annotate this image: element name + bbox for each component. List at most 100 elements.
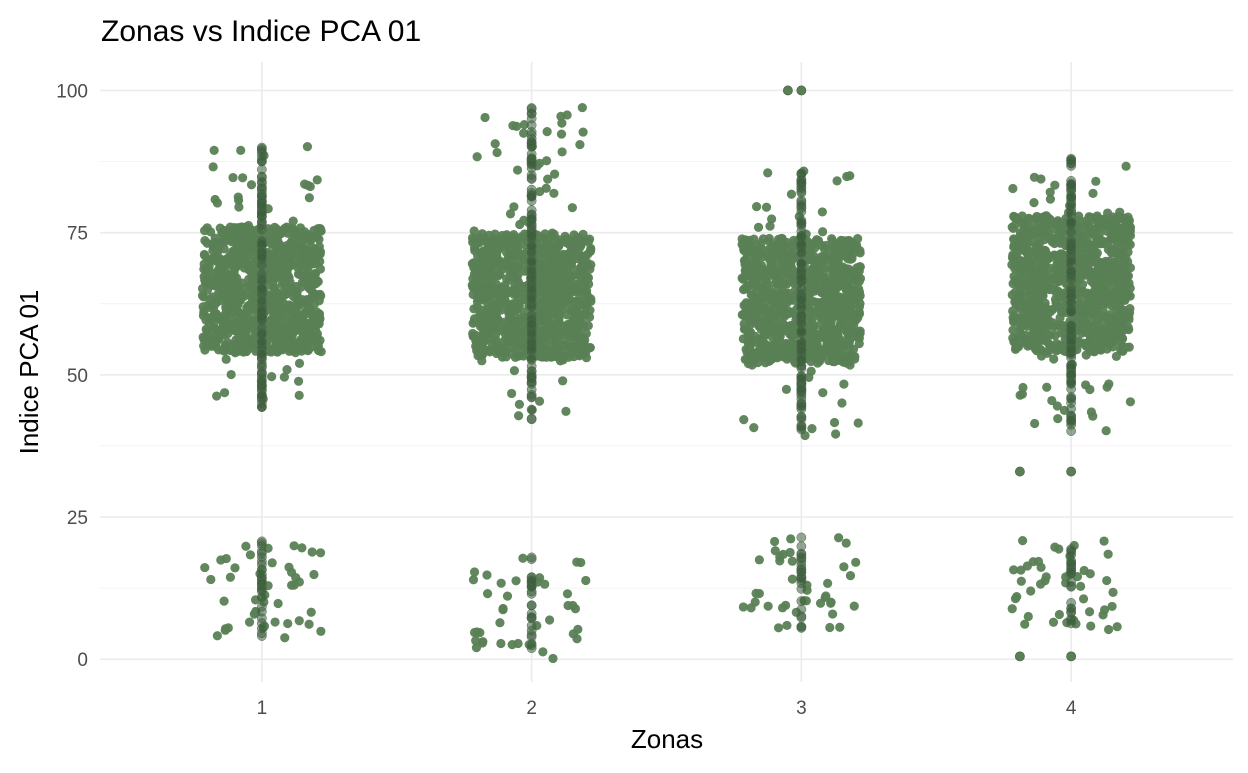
- center-point-zona-4: [1066, 353, 1076, 363]
- data-point-zona-4: [1078, 594, 1089, 604]
- data-point-zona-4: [1010, 212, 1021, 222]
- y-tick-label: 100: [56, 81, 88, 102]
- data-point-zona-2: [495, 618, 505, 628]
- data-point-zona-4: [1018, 536, 1028, 546]
- center-point-zona-3: [796, 564, 807, 574]
- data-point-zona-4: [1101, 218, 1111, 228]
- data-point-zona-1: [218, 318, 228, 328]
- data-point-zona-4: [1020, 619, 1030, 629]
- data-point-zona-3: [845, 171, 855, 181]
- data-point-zona-2: [469, 314, 480, 324]
- data-point-zona-1: [290, 348, 301, 358]
- data-point-zona-2: [507, 388, 517, 399]
- data-point-zona-2: [507, 640, 517, 650]
- data-point-zona-4: [1030, 327, 1041, 337]
- data-point-zona-4: [1088, 188, 1098, 198]
- data-point-zona-4: [1047, 237, 1057, 247]
- center-point-zona-3: [796, 295, 807, 305]
- center-point-zona-1: [257, 552, 267, 562]
- data-point-zona-3: [759, 324, 769, 334]
- data-point-zona-4: [1104, 379, 1114, 389]
- data-point-zona-2: [501, 345, 511, 356]
- center-point-zona-3: [796, 183, 807, 194]
- data-point-zona-2: [585, 305, 595, 315]
- data-point-zona-3: [836, 320, 846, 330]
- center-point-zona-1: [257, 252, 267, 262]
- data-point-zona-2: [519, 215, 529, 225]
- data-point-zona-1: [229, 346, 239, 356]
- data-point-zona-3: [854, 276, 864, 286]
- data-point-zona-2: [510, 243, 520, 253]
- center-point-zona-4: [1066, 306, 1076, 317]
- data-point-zona-3: [854, 333, 865, 343]
- data-point-zona-3: [773, 623, 784, 633]
- data-point-zona-1: [212, 631, 222, 641]
- data-point-zona-4: [1085, 384, 1095, 395]
- data-point-zona-3: [761, 274, 771, 285]
- center-point-zona-1: [257, 592, 267, 602]
- data-point-zona-4: [1042, 382, 1052, 392]
- data-point-zona-2: [550, 302, 560, 312]
- data-point-zona-3: [835, 292, 845, 302]
- data-point-zona-2: [549, 188, 559, 198]
- center-point-zona-4: [1066, 202, 1076, 213]
- data-point-zona-3: [818, 227, 828, 237]
- data-point-zona-1: [215, 296, 225, 306]
- data-point-zona-1: [218, 235, 229, 245]
- data-point-zona-3: [849, 601, 859, 611]
- data-point-zona-2: [477, 257, 487, 267]
- data-point-zona-1: [211, 309, 221, 319]
- center-point-zona-2: [526, 353, 537, 364]
- center-point-zona-4: [1066, 369, 1076, 379]
- data-point-zona-1: [268, 263, 278, 273]
- center-point-zona-3: [796, 612, 807, 623]
- data-point-zona-2: [566, 271, 576, 282]
- data-point-zona-1: [299, 227, 310, 237]
- center-point-zona-3: [796, 354, 807, 365]
- data-point-zona-3: [855, 298, 865, 309]
- data-point-zona-1: [302, 268, 313, 279]
- data-point-zona-4: [1083, 256, 1093, 267]
- data-point-zona-2: [566, 338, 576, 348]
- data-point-zona-2: [540, 267, 551, 277]
- center-point-zona-4: [1066, 415, 1076, 426]
- data-point-zona-3: [768, 264, 778, 274]
- center-point-zona-1: [257, 376, 267, 387]
- data-point-zona-2: [572, 322, 583, 332]
- data-point-zona-2: [578, 272, 588, 282]
- data-point-zona-4: [1010, 259, 1020, 269]
- data-point-zona-2: [469, 304, 479, 314]
- data-point-zona-4: [1112, 311, 1122, 321]
- data-point-zona-2: [489, 272, 500, 282]
- data-point-zona-4: [1094, 234, 1104, 244]
- data-point-zona-2: [469, 283, 479, 293]
- data-point-zona-2: [563, 600, 573, 611]
- data-point-zona-3: [819, 243, 829, 253]
- data-point-zona-1: [240, 237, 251, 247]
- data-point-zona-4: [1113, 268, 1123, 278]
- data-point-zona-3: [764, 284, 775, 294]
- data-point-zona-3: [832, 264, 842, 274]
- data-point-zona-3: [737, 273, 747, 283]
- data-point-zona-2: [555, 356, 566, 366]
- data-point-zona-3: [826, 326, 837, 336]
- data-point-zona-2: [567, 203, 577, 213]
- data-point-zona-2: [483, 263, 493, 273]
- data-point-zona-3: [742, 252, 752, 262]
- data-point-zona-3: [777, 253, 787, 263]
- data-point-zona-1: [309, 289, 319, 299]
- data-point-zona-4: [1113, 325, 1123, 335]
- data-point-zona-4: [1053, 413, 1063, 424]
- data-point-zona-1: [234, 195, 244, 205]
- data-point-zona-4: [1032, 315, 1042, 325]
- data-point-zona-4: [1019, 232, 1029, 243]
- data-point-zona-3: [839, 562, 849, 572]
- data-point-zona-4: [1010, 297, 1020, 307]
- center-point-zona-4: [1066, 549, 1076, 560]
- data-point-zona-4: [1041, 572, 1051, 582]
- center-point-zona-2: [526, 159, 537, 170]
- data-point-zona-1: [312, 175, 322, 185]
- data-point-zona-1: [313, 224, 323, 234]
- data-point-zona-3: [820, 344, 830, 354]
- data-point-zona-2: [500, 317, 510, 327]
